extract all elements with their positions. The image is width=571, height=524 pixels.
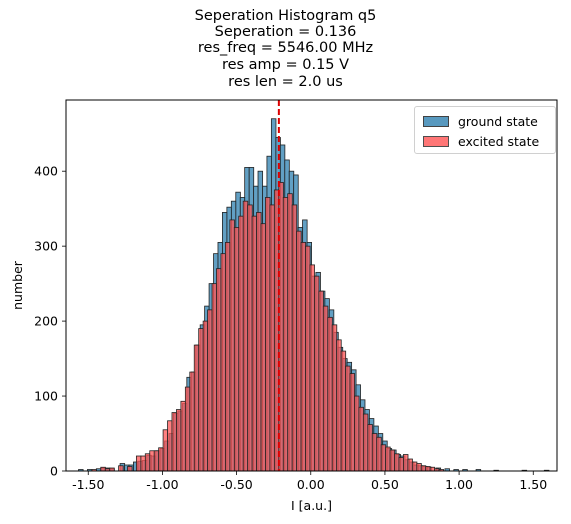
y-tick-label: 0 (50, 464, 58, 479)
excited-bar (389, 449, 396, 472)
excited-state-bars (91, 182, 444, 472)
excited-bar (269, 204, 275, 472)
x-tick-label: -1.50 (72, 477, 104, 492)
y-tick-label: 400 (34, 164, 58, 179)
excited-bar (394, 453, 400, 472)
chart-title: Seperation Histogram q5 (194, 8, 377, 24)
excited-bar (349, 373, 355, 472)
excited-bar (429, 466, 436, 472)
excited-bar (416, 463, 422, 472)
excited-bar (327, 316, 333, 472)
excited-bar (158, 447, 164, 472)
excited-bar (220, 253, 226, 472)
y-tick-label: 300 (34, 239, 58, 254)
excited-bar (211, 283, 218, 472)
excited-bar (354, 395, 360, 472)
excited-bar (256, 212, 262, 472)
excited-bar (247, 204, 253, 472)
excited-bar (198, 328, 204, 472)
title-res-amp: res amp = 0.15 V (221, 57, 350, 73)
excited-bar (376, 436, 382, 472)
excited-bar (371, 433, 378, 472)
excited-bar (189, 371, 195, 472)
excited-bar (162, 429, 169, 472)
legend-swatch-ground (423, 115, 449, 127)
x-tick-label: 1.00 (445, 477, 473, 492)
excited-bar (144, 453, 151, 472)
x-tick-label: -0.50 (220, 477, 252, 492)
legend: ground state excited state (414, 106, 556, 154)
x-tick-label: 0.00 (297, 477, 325, 492)
excited-bar (380, 444, 387, 472)
y-tick-label: 200 (34, 314, 58, 329)
excited-bar (216, 268, 222, 472)
y-axis-ticks: 0 100 200 300 400 (34, 164, 66, 479)
excited-bar (118, 465, 124, 472)
title-separation: Seperation = 0.136 (214, 24, 357, 40)
excited-bar (385, 446, 391, 472)
legend-swatch-excited (423, 135, 449, 147)
x-tick-label: 1.50 (519, 477, 547, 492)
title-res-len: res len = 2.0 us (228, 74, 343, 90)
excited-bar (340, 350, 347, 472)
excited-bar (149, 450, 155, 472)
legend-label-excited: excited state (458, 133, 540, 149)
title-res-freq: res_freq = 5546.00 MHz (197, 40, 374, 56)
excited-bar (224, 241, 231, 472)
excited-bar (238, 215, 244, 472)
y-tick-label: 100 (34, 389, 58, 404)
excited-bar (229, 219, 235, 472)
excited-bar (367, 424, 373, 472)
excited-bar (318, 290, 324, 472)
excited-bar (331, 324, 338, 472)
excited-bar (411, 461, 418, 472)
excited-bar (282, 197, 289, 472)
excited-bar (402, 454, 409, 472)
axes-frame (65, 99, 558, 472)
excited-bar (127, 466, 133, 472)
excited-bar (233, 227, 240, 472)
excited-bar (176, 409, 182, 472)
excited-bar (140, 455, 146, 472)
excited-bar (296, 230, 302, 472)
excited-bar (287, 193, 293, 472)
excited-bar (207, 309, 213, 472)
excited-bar (265, 197, 271, 472)
excited-bar (336, 339, 342, 472)
x-tick-label: 0.50 (371, 477, 399, 492)
excited-bar (420, 465, 427, 472)
excited-bar (171, 412, 177, 472)
excited-bar (167, 420, 173, 472)
legend-item-ground: ground state (423, 113, 538, 129)
excited-bar (184, 386, 191, 472)
excited-bar (153, 450, 160, 472)
excited-bar (193, 344, 200, 472)
excited-bar (251, 215, 258, 472)
y-axis-label: number (10, 260, 25, 310)
excited-bar (358, 406, 364, 472)
excited-bar (100, 466, 106, 472)
excited-bar (313, 275, 320, 472)
excited-bar (362, 413, 369, 472)
x-axis-label: I [a.u.] (291, 498, 332, 513)
legend-label-ground: ground state (458, 113, 538, 129)
x-axis-ticks: -1.50 -1.00 -0.50 0.00 0.50 1.00 1.50 (72, 471, 547, 492)
excited-bar (300, 241, 307, 472)
x-tick-label: -1.00 (146, 477, 178, 492)
excited-bar (309, 264, 315, 472)
legend-item-excited: excited state (423, 133, 540, 149)
excited-bar (202, 320, 209, 472)
excited-bar (322, 305, 329, 472)
excited-bar (242, 200, 249, 472)
excited-bar (180, 400, 186, 472)
excited-bar (135, 455, 142, 472)
excited-bar (345, 365, 351, 472)
excited-bar (425, 466, 431, 472)
excited-bar (407, 458, 413, 472)
excited-bar (305, 245, 311, 472)
excited-bar (291, 204, 298, 472)
excited-bar (260, 223, 266, 472)
excited-bar (398, 457, 404, 472)
